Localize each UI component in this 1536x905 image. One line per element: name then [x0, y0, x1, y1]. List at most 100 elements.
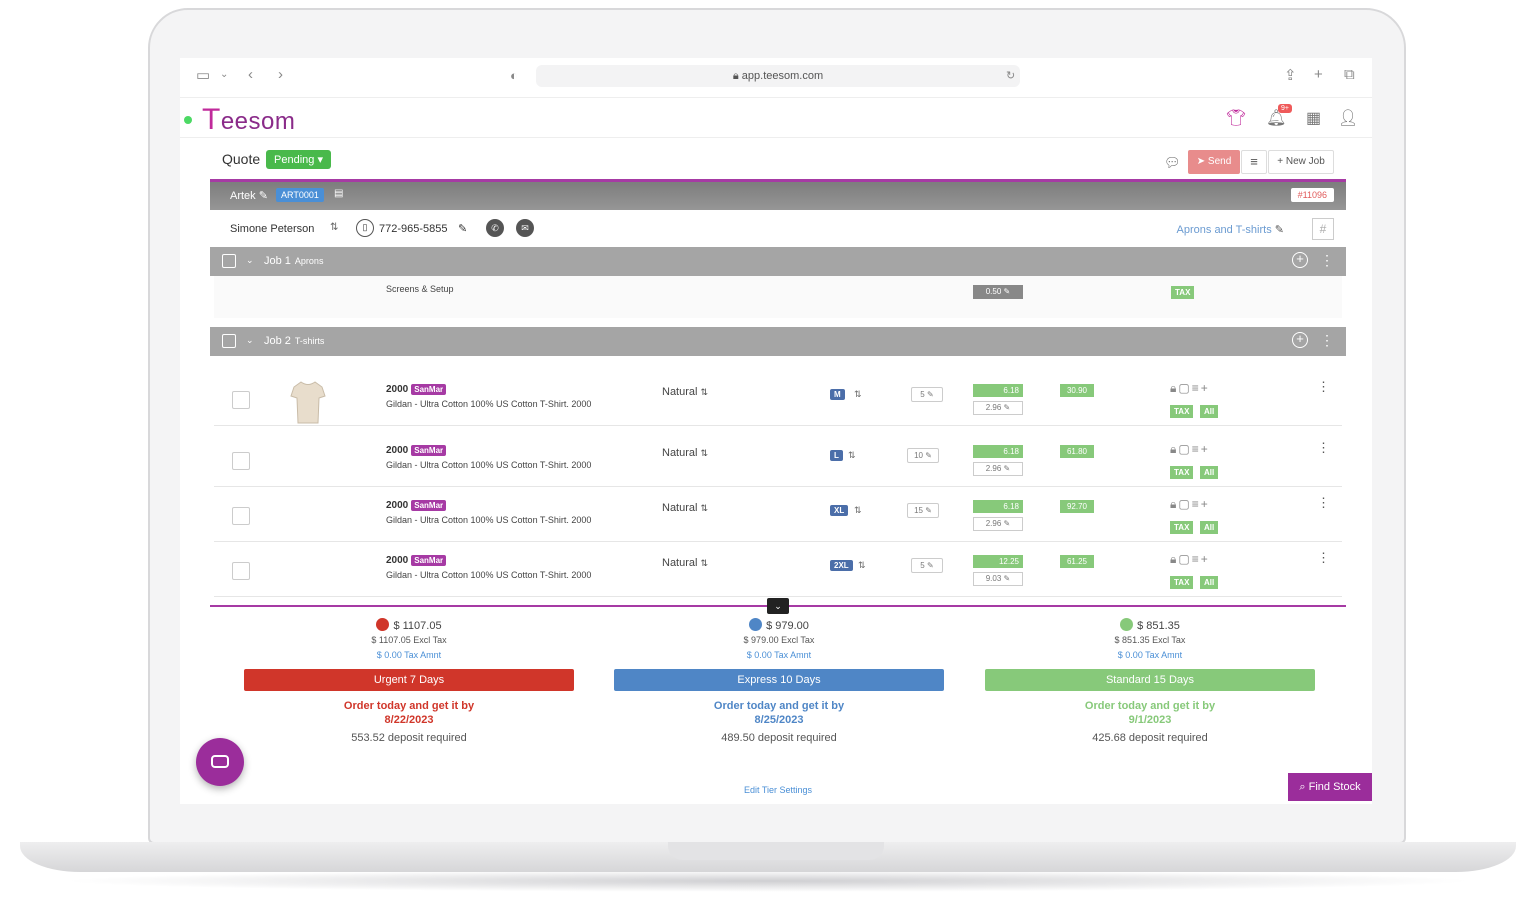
swap-icon[interactable]: ⇅ [854, 505, 862, 515]
bell-icon[interactable]: 🔔︎ [1266, 110, 1287, 127]
more-vertical-icon[interactable]: ⋮ [1317, 379, 1330, 394]
menu-button[interactable]: ≡ [1241, 150, 1267, 174]
unit-price[interactable]: 6.18 [973, 384, 1023, 397]
customer-company[interactable]: Artek ✎ [230, 189, 268, 202]
size-badge[interactable]: XL [830, 505, 849, 516]
unit-cost[interactable]: 2.96 ✎ [973, 401, 1023, 415]
new-tab-icon[interactable]: + [1314, 66, 1323, 83]
lock-icon[interactable]: 🔒︎ [1170, 497, 1179, 511]
add-list-icon[interactable]: ≡+ [1191, 552, 1210, 566]
line-price[interactable]: 0.50 ✎ [973, 285, 1023, 299]
more-vertical-icon[interactable]: ⋮ [1320, 332, 1334, 348]
swap-icon[interactable]: ⇅ [848, 450, 856, 460]
job-header-1[interactable]: ⌄ Job 1 Aprons + ⋮ [210, 247, 1346, 276]
calendar-icon[interactable]: ▢ [1178, 497, 1192, 511]
tier-button-urgent[interactable]: Urgent 7 Days [244, 669, 574, 691]
share-icon[interactable]: ⇪ [1284, 67, 1297, 84]
all-badge[interactable]: All [1200, 576, 1219, 589]
row-checkbox[interactable] [232, 507, 250, 525]
quantity-field[interactable]: 5 ✎ [911, 387, 943, 402]
unit-cost[interactable]: 2.96 ✎ [973, 462, 1023, 476]
sidebar-toggle-icon[interactable]: ▭ [196, 67, 211, 84]
pencil-icon[interactable]: ✎ [458, 223, 468, 235]
swap-icon[interactable]: ⇅ [854, 389, 862, 399]
quantity-field[interactable]: 15 ✎ [907, 503, 939, 518]
unit-cost[interactable]: 2.96 ✎ [973, 517, 1023, 531]
address-bar[interactable]: 🔒︎ app.teesom.com [536, 65, 1020, 87]
size-badge[interactable]: 2XL [830, 560, 853, 571]
hash-icon[interactable]: # [1312, 218, 1334, 240]
more-vertical-icon[interactable]: ⋮ [1317, 440, 1330, 455]
forward-icon[interactable]: › [278, 66, 283, 83]
grid-icon[interactable]: ▦ [1306, 110, 1322, 127]
pencil-icon[interactable]: ✎ [1274, 224, 1284, 236]
row-checkbox[interactable] [232, 391, 250, 409]
edit-tier-settings-link[interactable]: Edit Tier Settings [743, 785, 813, 795]
row-action-icons[interactable]: 🔒︎▢≡+ [1170, 381, 1210, 396]
lock-icon[interactable]: 🔒︎ [1170, 381, 1179, 395]
job-title-link[interactable]: Aprons and T-shirts ✎ [1177, 223, 1284, 236]
row-action-icons[interactable]: 🔒︎▢≡+ [1170, 552, 1210, 567]
quantity-field[interactable]: 10 ✎ [907, 448, 939, 463]
chevron-down-icon[interactable]: ⌄ [220, 69, 229, 80]
tax-badge[interactable]: TAX [1170, 405, 1194, 418]
tshirt-thumbnail[interactable] [290, 379, 326, 425]
more-vertical-icon[interactable]: ⋮ [1317, 495, 1330, 510]
contact-name[interactable]: Simone Peterson [230, 223, 315, 235]
job-checkbox[interactable] [222, 334, 236, 348]
unit-price[interactable]: 12.25 [973, 555, 1023, 568]
add-circle-icon[interactable]: + [1292, 252, 1308, 268]
calendar-icon[interactable]: ▢ [1178, 552, 1192, 566]
user-icon[interactable]: 👤︎ [1338, 110, 1359, 127]
chat-button[interactable] [196, 738, 244, 786]
add-list-icon[interactable]: ≡+ [1191, 497, 1210, 511]
calendar-icon[interactable]: ▢ [1178, 381, 1192, 395]
collapse-toggle[interactable]: ⌄ [767, 598, 789, 614]
tabs-overview-icon[interactable]: ⧉ [1344, 66, 1355, 83]
row-checkbox[interactable] [232, 562, 250, 580]
add-list-icon[interactable]: ≡+ [1191, 442, 1210, 456]
unit-price[interactable]: 6.18 [973, 445, 1023, 458]
teesom-logo[interactable]: Teesom [202, 103, 295, 137]
chevron-down-icon[interactable]: ⌄ [246, 255, 254, 265]
find-stock-button[interactable]: ⌕ Find Stock [1288, 773, 1372, 801]
tax-badge[interactable]: TAX [1170, 466, 1194, 479]
swap-icon[interactable]: ⇅ [330, 222, 339, 233]
tier-button-express[interactable]: Express 10 Days [614, 669, 944, 691]
row-action-icons[interactable]: 🔒︎▢≡+ [1170, 497, 1210, 512]
tax-badge[interactable]: TAX [1170, 521, 1194, 534]
back-icon[interactable]: ‹ [248, 66, 253, 83]
send-button[interactable]: ➤ Send [1188, 150, 1240, 174]
calendar-icon[interactable]: ▢ [1178, 442, 1192, 456]
row-action-icons[interactable]: 🔒︎▢≡+ [1170, 442, 1210, 457]
call-icon[interactable]: ✆ [486, 219, 504, 237]
all-badge[interactable]: All [1200, 405, 1219, 418]
email-icon[interactable]: ✉ [516, 219, 534, 237]
pencil-icon[interactable]: ✎ [258, 190, 268, 202]
add-circle-icon[interactable]: + [1292, 332, 1308, 348]
tshirt-icon[interactable]: 👕︎ [1226, 110, 1247, 127]
all-badge[interactable]: All [1200, 521, 1219, 534]
job-header-2[interactable]: ⌄ Job 2 T-shirts + ⋮ [210, 327, 1346, 356]
unit-price[interactable]: 6.18 [973, 500, 1023, 513]
note-icon[interactable]: ▤ [334, 188, 344, 199]
phone-number[interactable]: 772-965-5855 [379, 223, 448, 235]
row-checkbox[interactable] [232, 452, 250, 470]
color-select[interactable]: Natural ⇅ [662, 502, 708, 514]
color-select[interactable]: Natural ⇅ [662, 447, 708, 459]
new-job-button[interactable]: + New Job [1268, 150, 1334, 174]
comment-icon[interactable]: 💬︎ [1164, 155, 1181, 170]
unit-cost[interactable]: 9.03 ✎ [973, 572, 1023, 586]
account-code-badge[interactable]: ART0001 [276, 188, 324, 202]
tax-badge[interactable]: TAX [1170, 576, 1194, 589]
tax-badge[interactable]: TAX [1171, 286, 1195, 299]
more-vertical-icon[interactable]: ⋮ [1320, 252, 1334, 268]
quantity-field[interactable]: 5 ✎ [911, 558, 943, 573]
all-badge[interactable]: All [1200, 466, 1219, 479]
job-checkbox[interactable] [222, 254, 236, 268]
add-list-icon[interactable]: ≡+ [1191, 381, 1210, 395]
size-badge[interactable]: M [830, 389, 845, 400]
more-vertical-icon[interactable]: ⋮ [1317, 550, 1330, 565]
lock-icon[interactable]: 🔒︎ [1170, 442, 1179, 456]
status-dropdown[interactable]: Pending ▾ [266, 150, 331, 169]
